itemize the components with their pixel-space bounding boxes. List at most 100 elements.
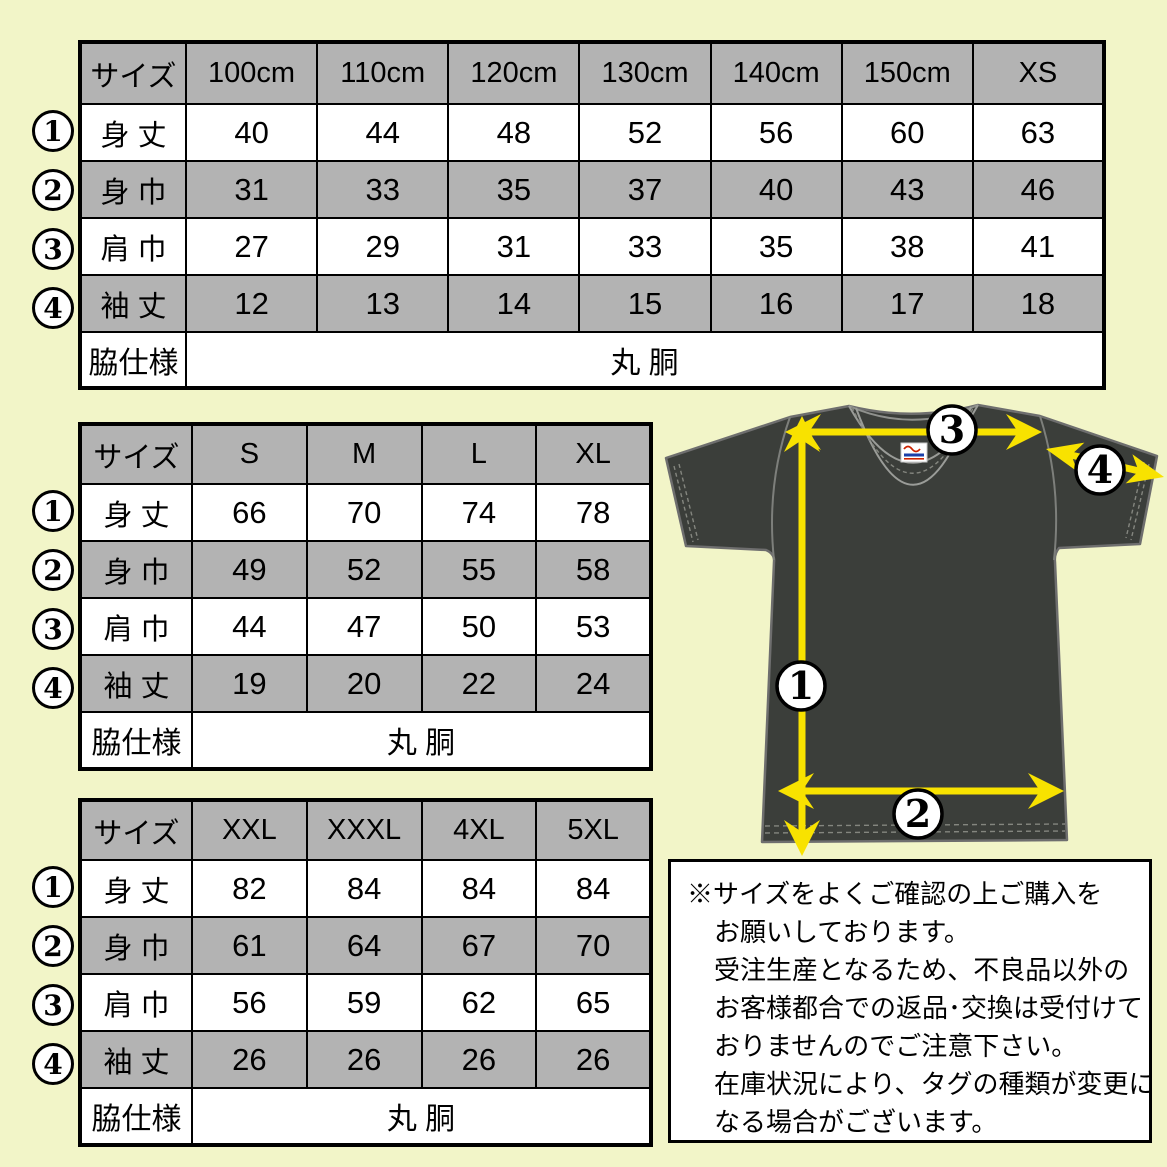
row-marker-4: 4 [32, 287, 74, 329]
measure-value-cell: 70 [305, 483, 423, 542]
size-column-header: XL [535, 423, 652, 485]
measure-value-cell: 46 [971, 160, 1106, 219]
measure-value-cell: 44 [316, 103, 450, 162]
size-column-header: 4XL [420, 799, 538, 861]
measure-value-cell: 15 [578, 274, 712, 333]
measure-value-cell: 65 [535, 973, 652, 1032]
row-marker-2: 2 [32, 169, 74, 211]
stitch-line [673, 463, 699, 543]
table-row: 身 巾 31 33 35 37 40 43 46 [79, 160, 1106, 219]
measure-value-cell: 52 [578, 103, 712, 162]
measure-value-cell: 40 [709, 160, 843, 219]
measure-value-cell: 84 [420, 859, 538, 918]
measure-value-cell: 74 [420, 483, 538, 542]
row-marker-1: 1 [32, 866, 74, 908]
measure-row-label: 身 巾 [79, 916, 193, 975]
measure-value-cell: 35 [709, 217, 843, 276]
svg-text:4: 4 [1087, 447, 1113, 492]
row-marker-4: 4 [32, 667, 74, 709]
measure-value-cell: 66 [191, 483, 308, 542]
stitch-line [1125, 461, 1150, 541]
measure-row-label: 肩 巾 [79, 597, 193, 656]
row-marker-2: 2 [32, 549, 74, 591]
measure-row-label: 身 巾 [79, 160, 187, 219]
size-column-header: XXL [191, 799, 308, 861]
measure-value-cell: 84 [305, 859, 423, 918]
brand-tag-icon [900, 442, 928, 463]
row-marker-4: 4 [32, 1043, 74, 1085]
measure-value-cell: 18 [971, 274, 1106, 333]
measure-arrow-shoulder-width [785, 414, 1042, 450]
row-marker-column: 1 2 3 4 [32, 110, 74, 329]
table-row: 袖 丈 26 26 26 26 [79, 1030, 652, 1089]
measure-value-cell: 78 [535, 483, 652, 542]
size-column-header: XXXL [305, 799, 423, 861]
measure-row-label: 袖 丈 [79, 654, 193, 713]
size-header-label: サイズ [79, 799, 193, 861]
size-header-label: サイズ [79, 41, 187, 105]
measure-row-label: 肩 巾 [79, 973, 193, 1032]
measure-value-cell: 70 [535, 916, 652, 975]
size-column-header: 130cm [578, 41, 712, 105]
row-marker-column: 1 2 3 4 [32, 490, 74, 709]
notice-line: おりませんのでご注意下さい。 [714, 1031, 1078, 1061]
measure-value-cell: 19 [191, 654, 308, 713]
measure-value-cell: 40 [184, 103, 319, 162]
measure-value-cell: 24 [535, 654, 652, 713]
measure-value-cell: 67 [420, 916, 538, 975]
measure-value-cell: 33 [316, 160, 450, 219]
measure-value-cell: 26 [420, 1030, 538, 1089]
measure-value-cell: 48 [447, 103, 581, 162]
row-marker-1: 1 [32, 110, 74, 152]
measure-value-cell: 26 [535, 1030, 652, 1089]
measure-value-cell: 20 [305, 654, 423, 713]
measure-value-cell: 58 [535, 540, 652, 599]
measure-row-label: 身 巾 [79, 540, 193, 599]
size-header-label: サイズ [79, 423, 193, 485]
measure-row-label: 袖 丈 [79, 1030, 193, 1089]
measure-value-cell: 59 [305, 973, 423, 1032]
measure-marker-3: 3 [926, 404, 978, 456]
size-column-header: S [191, 423, 308, 485]
row-marker-3: 3 [32, 984, 74, 1026]
purchase-notice-box: ※サイズをよくご確認の上ご購入を お願いしております。 受注生産となるため、不良品以… [668, 859, 1154, 1143]
measure-row-label: 身 丈 [79, 483, 193, 542]
measure-value-cell: 31 [184, 160, 319, 219]
table-row: 袖 丈 19 20 22 24 [79, 654, 652, 713]
tshirt-body [664, 403, 1159, 844]
measure-value-cell: 26 [305, 1030, 423, 1089]
table-row: 脇仕様丸 胴 [79, 1087, 652, 1146]
size-column-header: 140cm [709, 41, 843, 105]
measure-value-cell: 37 [578, 160, 712, 219]
measure-value-cell: 31 [447, 217, 581, 276]
measure-value-cell: 64 [305, 916, 423, 975]
notice-line: 受注生産となるため、不良品以外の [714, 955, 1130, 985]
size-column-header: L [420, 423, 538, 485]
measure-value-cell: 35 [447, 160, 581, 219]
table-row: 肩 巾 56 59 62 65 [79, 973, 652, 1032]
measure-value-cell: 43 [840, 160, 974, 219]
size-column-header: 120cm [447, 41, 581, 105]
size-column-header: 5XL [535, 799, 652, 861]
row-marker-1: 1 [32, 490, 74, 532]
size-table-adult: サイズ S M L XL 身 丈 66 70 74 78 身 巾 49 52 55 58 肩 巾 44 47 50 5… [78, 422, 653, 771]
measure-value-cell: 12 [184, 274, 319, 333]
measure-value-cell: 16 [709, 274, 843, 333]
side-spec-value: 丸 胴 [185, 331, 1105, 389]
measure-row-label: 袖 丈 [79, 274, 187, 333]
stitch-line [1039, 415, 1058, 561]
measure-value-cell: 17 [840, 274, 974, 333]
measure-row-label: 身 丈 [79, 103, 187, 162]
measure-marker-1: 1 [775, 660, 827, 712]
measure-value-cell: 38 [840, 217, 974, 276]
measure-value-cell: 56 [709, 103, 843, 162]
size-column-header: 100cm [184, 41, 319, 105]
measure-value-cell: 49 [191, 540, 308, 599]
size-column-header: XS [971, 41, 1106, 105]
row-marker-2: 2 [32, 925, 74, 967]
measure-value-cell: 82 [191, 859, 308, 918]
side-spec-label: 脇仕様 [79, 331, 187, 389]
measure-value-cell: 44 [191, 597, 308, 656]
measure-marker-4: 4 [1074, 444, 1126, 496]
size-column-header: M [305, 423, 423, 485]
